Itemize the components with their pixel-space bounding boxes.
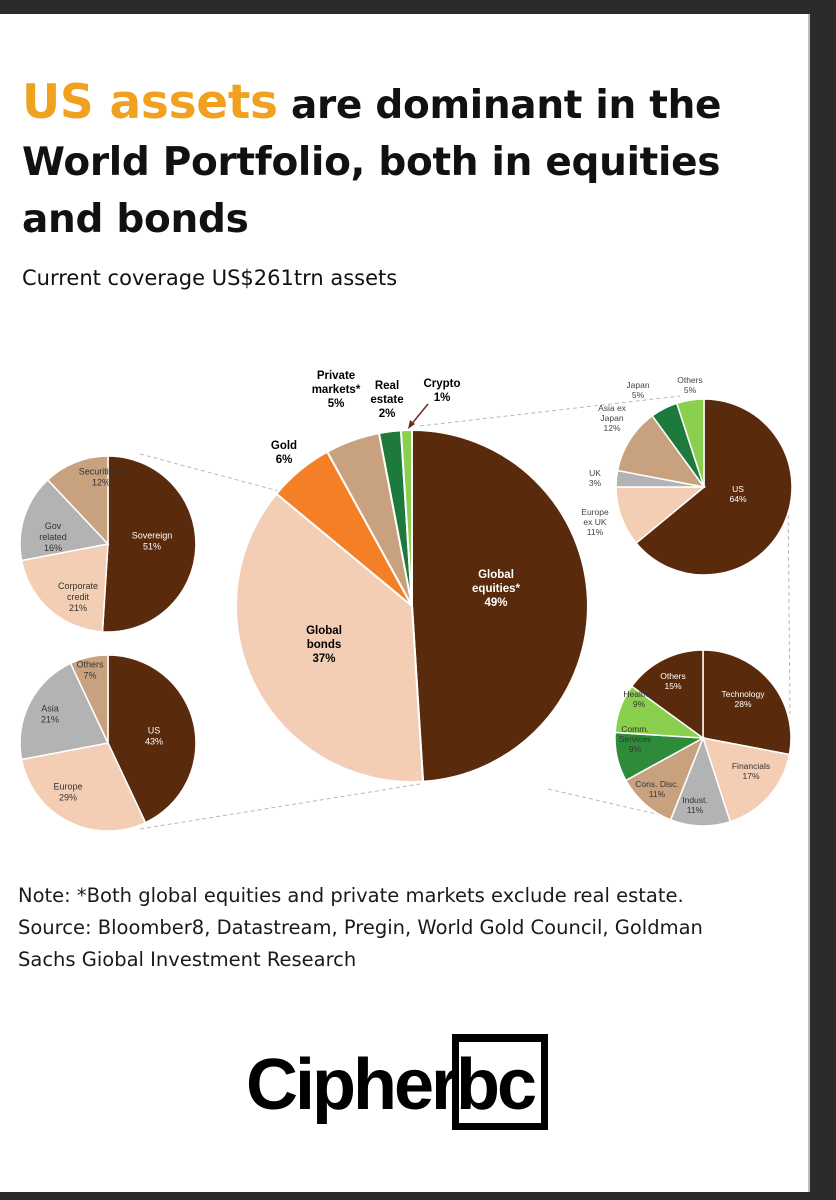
equities-by-sector-slice-label-0: Technology 28% xyxy=(721,689,765,709)
source-line-continued: Sachs Giobal Investment Research xyxy=(18,948,357,971)
connector-line xyxy=(139,453,291,495)
equities-by-sector-slice-label-6: Others 15% xyxy=(660,671,686,691)
pie-main: Global equities* 49% Global bonds 37% Gold 6% Pr… xyxy=(235,370,589,783)
bonds-by-region-slice-1 xyxy=(20,742,147,832)
equities-by-region-slice-label-5: Others 5% xyxy=(677,375,703,395)
logo-text: Cipherbc xyxy=(246,1045,537,1125)
notes: Note: *Both global equities and private … xyxy=(18,880,798,976)
main-slice-label-2: Gold 6% xyxy=(271,440,297,466)
equities-by-region-slice-5 xyxy=(675,398,705,488)
pie-equities-by-region: US 64% Europe ex UK 11% UK 3% Asia ex Japan 12% Ja… xyxy=(581,375,793,576)
bonds-by-region-slice-label-0: US 43% xyxy=(145,726,163,747)
bonds-by-type-slice-3 xyxy=(46,455,109,546)
infographic-card: US assets are dominant in the World Port… xyxy=(0,14,810,1192)
bonds-by-region-slice-2 xyxy=(19,662,110,761)
bonds-by-region-slice-3 xyxy=(69,654,109,744)
connector-line xyxy=(787,493,791,715)
note-line: Note: *Both global equities and private … xyxy=(18,884,684,907)
crypto-pointer-arrowhead-icon xyxy=(408,420,415,429)
connector-line xyxy=(139,783,421,830)
equities-by-region-slice-0 xyxy=(635,398,793,576)
equities-by-sector-slice-0 xyxy=(702,649,792,756)
equities-by-sector-slice-label-2: Indust. 11% xyxy=(682,795,708,815)
page-title: US assets are dominant in the World Port… xyxy=(22,74,782,248)
bonds-by-type-slice-label-1: Corporate credit 21% xyxy=(58,581,98,613)
equities-by-sector-slice-label-1: Financials 17% xyxy=(732,761,770,781)
bonds-by-region-slice-label-2: Asia 21% xyxy=(41,704,59,725)
bonds-by-type-slice-0 xyxy=(101,455,197,633)
equities-by-region-slice-label-4: Japan 5% xyxy=(626,380,649,400)
bonds-by-type-slice-label-3: Securitised 12% xyxy=(79,467,124,488)
pie-charts: Global equities* 49% Global bonds 37% Gold 6% Pr… xyxy=(19,370,793,832)
main-slice-1 xyxy=(235,492,425,783)
chart-area: Global equities* 49% Global bonds 37% Gold 6% Pr… xyxy=(0,334,808,854)
main-slice-label-4: Real estate 2% xyxy=(370,380,403,420)
equities-by-sector-slice-label-5: Healthc. 9% xyxy=(623,689,654,709)
equities-by-region-slice-label-0: US 64% xyxy=(729,484,746,504)
bonds-by-region-slice-label-1: Europe 29% xyxy=(53,782,82,803)
equities-by-sector-slice-label-3: Cons. Disc. 11% xyxy=(635,779,678,799)
pie-bonds-by-type: Sovereign 51% Corporate credit 21% Gov related… xyxy=(19,455,197,633)
main-slice-label-3: Private markets* 5% xyxy=(312,370,361,410)
subtitle: Current coverage US$261trn assets xyxy=(22,266,398,290)
main-slice-label-0: Global equities* 49% xyxy=(472,569,520,609)
bonds-by-type-slice-2 xyxy=(19,478,110,562)
source-line: Source: Bloomber8, Datastream, Pregin, W… xyxy=(18,916,703,939)
main-slice-label-5: Crypto 1% xyxy=(423,378,460,404)
equities-by-region-slice-label-2: UK 3% xyxy=(589,468,602,488)
logo-square-icon xyxy=(452,1034,548,1130)
bonds-by-type-slice-1 xyxy=(20,543,109,633)
main-slice-label-1: Global bonds 37% xyxy=(306,625,342,665)
bonds-by-region-slice-label-3: Others 7% xyxy=(76,660,104,681)
crypto-pointer-arrow-icon xyxy=(409,403,429,427)
main-slice-0 xyxy=(411,428,589,783)
bonds-by-type-slice-label-2: Gov related 16% xyxy=(39,521,67,553)
connector-line xyxy=(419,395,681,427)
equities-by-region-slice-label-3: Asia ex Japan 12% xyxy=(598,403,627,433)
bonds-by-type-slice-label-0: Sovereign 51% xyxy=(132,531,173,552)
equities-by-sector-slice-1 xyxy=(701,737,791,823)
equities-by-sector-slice-label-4: Comm. Services 9% xyxy=(619,724,652,754)
pie-equities-by-sector: Technology 28% Financials 17% Indust. 11%Cons… xyxy=(614,649,792,827)
equities-by-region-slice-3 xyxy=(616,414,706,489)
equities-by-region-slice-label-1: Europe ex UK 11% xyxy=(581,507,609,537)
bonds-by-region-slice-0 xyxy=(107,654,197,824)
title-highlight: US assets xyxy=(22,75,278,130)
main-slice-5 xyxy=(399,428,413,607)
pie-bonds-by-region: US 43% Europe 29% Asia 21% Others 7% xyxy=(19,654,197,832)
brand-logo: Cipherbc xyxy=(246,1014,576,1144)
equities-by-sector-slice-6 xyxy=(630,649,704,740)
title-rest: are dominant in the World Portfolio, bot… xyxy=(22,83,722,242)
